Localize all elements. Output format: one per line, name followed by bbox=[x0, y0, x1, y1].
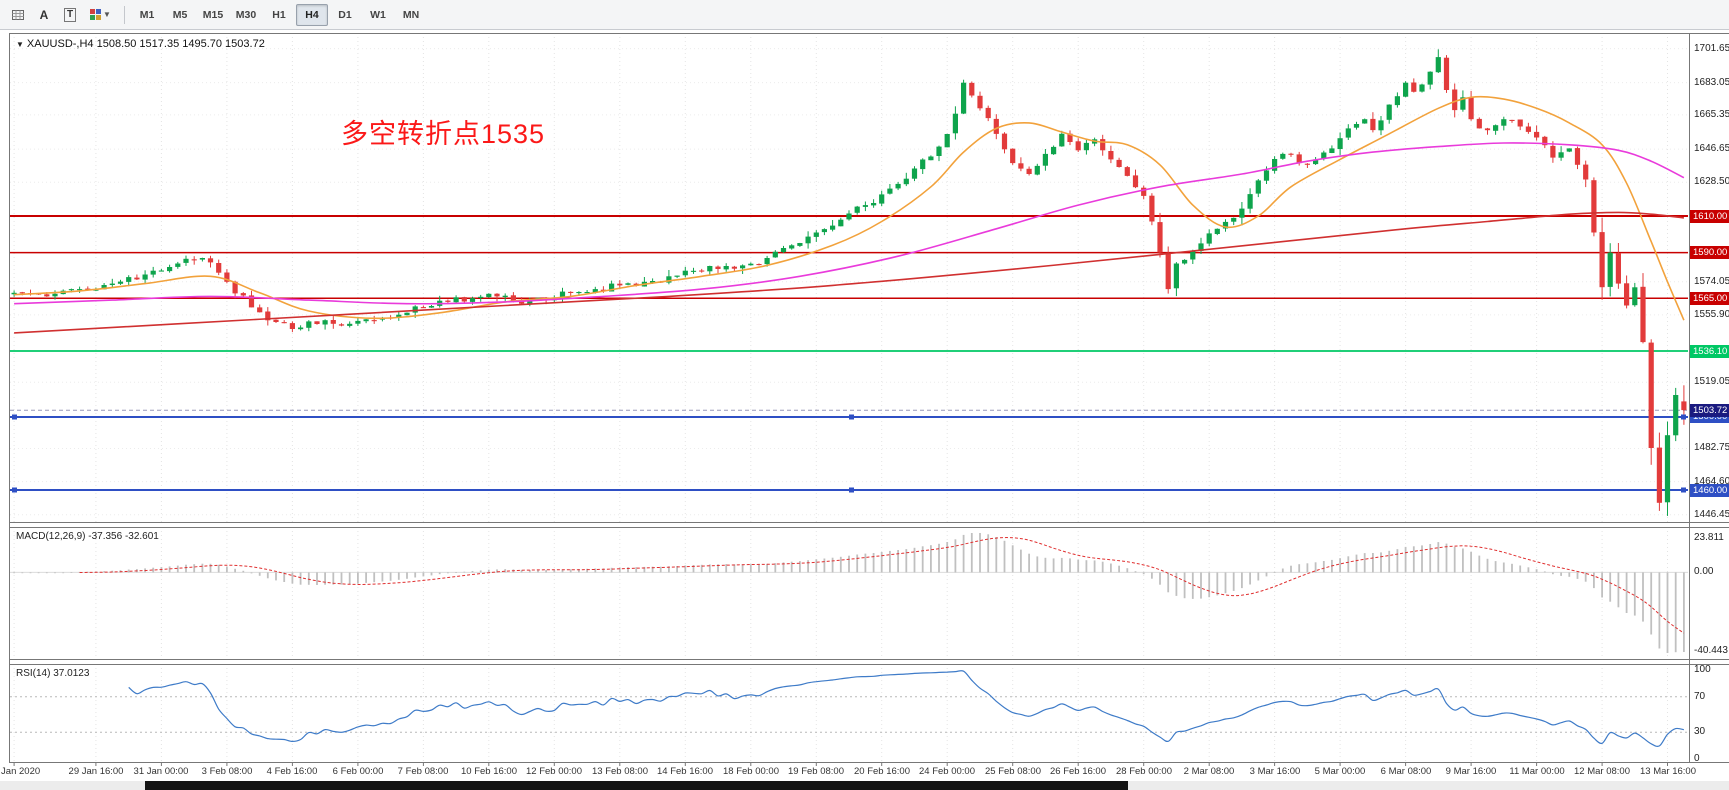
panel-frames bbox=[9, 33, 1729, 766]
toolbar-separator bbox=[124, 5, 125, 24]
candles-layer bbox=[11, 49, 1687, 516]
time-axis-label: 6 Feb 00:00 bbox=[332, 766, 384, 777]
timeframe-h1-button[interactable]: H1 bbox=[272, 8, 286, 21]
ma-mid-magenta bbox=[14, 142, 1685, 305]
time-axis-label: 10 Feb 16:00 bbox=[461, 766, 517, 777]
price-tick-label: 1665.35 bbox=[1694, 109, 1729, 120]
rsi-level-lines bbox=[10, 696, 1688, 733]
time-axis-label: 28 Feb 00:00 bbox=[1116, 766, 1172, 777]
hline-handles[interactable] bbox=[12, 414, 1686, 493]
time-axis-label: 9 Mar 16:00 bbox=[1445, 766, 1497, 777]
symbol-dropdown-icon[interactable]: ▼ bbox=[16, 40, 24, 49]
timeframe-d1-button[interactable]: D1 bbox=[338, 8, 352, 21]
time-axis-label: 14 Feb 16:00 bbox=[657, 766, 713, 777]
time-axis-label: 20 Feb 16:00 bbox=[854, 766, 910, 777]
timeframe-m5-button[interactable]: M5 bbox=[172, 8, 188, 21]
rsi-line bbox=[128, 670, 1685, 747]
price-tick-label: 1446.45 bbox=[1694, 509, 1729, 520]
time-axis-label: 7 Feb 08:00 bbox=[397, 766, 449, 777]
timeframe-w1-button[interactable]: W1 bbox=[370, 8, 386, 21]
shapes-palette-icon bbox=[90, 9, 102, 20]
time-axis-label: 31 Jan 00:00 bbox=[133, 766, 189, 777]
price-tick-label: 1519.05 bbox=[1694, 376, 1729, 387]
price-tick-label: 1646.65 bbox=[1694, 143, 1729, 154]
macd-header: MACD(12,26,9) -37.356 -32.601 bbox=[16, 531, 159, 542]
timeframe-m30-button[interactable]: M30 bbox=[235, 8, 257, 21]
symbol-ohlc-header: ▼ XAUUSD-,H4 1508.50 1517.35 1495.70 1503… bbox=[16, 38, 265, 50]
time-axis-label: 11 Mar 00:00 bbox=[1509, 766, 1565, 777]
macd-signal-line bbox=[79, 537, 1685, 634]
time-axis-label: 26 Feb 16:00 bbox=[1050, 766, 1106, 777]
chart-grid-icon bbox=[12, 9, 24, 20]
horizontal-scrollbar-thumb[interactable] bbox=[145, 781, 1128, 790]
rsi-axis-label: 30 bbox=[1694, 726, 1706, 737]
rsi-axis-label: 70 bbox=[1694, 691, 1706, 702]
time-axis-label: 3 Mar 16:00 bbox=[1249, 766, 1301, 777]
level-price-badge: 1565.00 bbox=[1690, 292, 1729, 305]
text-annotation-tool-label: A bbox=[39, 7, 49, 22]
symbol-ohlc-text: XAUUSD-,H4 1508.50 1517.35 1495.70 1503.… bbox=[26, 38, 265, 50]
macd-histogram bbox=[13, 533, 1685, 653]
price-tick-label: 1628.50 bbox=[1694, 176, 1729, 187]
horizontal-gridlines bbox=[10, 48, 1688, 516]
time-axis-label: 12 Feb 00:00 bbox=[526, 766, 582, 777]
price-tick-label: 1555.90 bbox=[1694, 309, 1729, 320]
time-axis-label: 4 Feb 16:00 bbox=[266, 766, 318, 777]
time-axis-label: 13 Feb 08:00 bbox=[592, 766, 648, 777]
price-tick-label: 1701.65 bbox=[1694, 43, 1729, 54]
time-axis-label: 19 Feb 08:00 bbox=[788, 766, 844, 777]
chart-text-annotation[interactable]: 多空转折点1535 bbox=[341, 119, 546, 149]
horizontal-level-lines[interactable] bbox=[10, 215, 1688, 491]
time-axis-label: 25 Feb 08:00 bbox=[985, 766, 1041, 777]
time-axis-label: 13 Mar 16:00 bbox=[1640, 766, 1696, 777]
vertical-gridlines bbox=[13, 33, 1668, 762]
level-price-badge: 1536.10 bbox=[1690, 345, 1729, 358]
macd-axis-label: -40.443 bbox=[1694, 645, 1728, 656]
level-price-badge: 1460.00 bbox=[1690, 484, 1729, 497]
time-axis-label: 29 Jan 16:00 bbox=[68, 766, 124, 777]
level-price-badge: 1590.00 bbox=[1690, 246, 1729, 259]
time-axis-label: 12 Mar 08:00 bbox=[1574, 766, 1630, 777]
rsi-axis-label: 100 bbox=[1694, 664, 1711, 675]
macd-axis-label: 0.00 bbox=[1694, 566, 1714, 577]
price-tick-label: 1574.05 bbox=[1694, 276, 1729, 287]
ma-fast-orange bbox=[14, 95, 1685, 321]
timeframe-m15-button[interactable]: M15 bbox=[202, 8, 224, 21]
time-axis-label: 24 Feb 00:00 bbox=[919, 766, 975, 777]
time-axis-label: 28 Jan 2020 bbox=[0, 766, 41, 777]
time-axis-label: 5 Mar 00:00 bbox=[1314, 766, 1366, 777]
time-axis-label: 6 Mar 08:00 bbox=[1380, 766, 1432, 777]
current-price-badge: 1503.72 bbox=[1690, 404, 1729, 417]
price-tick-label: 1482.75 bbox=[1694, 442, 1729, 453]
chart-objects-button[interactable] bbox=[6, 3, 30, 27]
timeframe-h4-button[interactable]: H4 bbox=[296, 3, 328, 26]
ma-slow-red bbox=[14, 211, 1684, 334]
timeframe-mn-button[interactable]: MN bbox=[402, 8, 420, 21]
rsi-axis-label: 0 bbox=[1694, 753, 1700, 764]
text-label-tool-button[interactable]: T bbox=[58, 3, 82, 27]
rsi-header: RSI(14) 37.0123 bbox=[16, 668, 90, 679]
timeframe-m1-button[interactable]: M1 bbox=[139, 8, 155, 21]
price-tick-label: 1683.05 bbox=[1694, 77, 1729, 88]
text-annotation-tool-button[interactable]: A bbox=[32, 3, 56, 27]
chevron-down-icon: ▼ bbox=[103, 10, 111, 19]
time-axis-label: 3 Feb 08:00 bbox=[201, 766, 253, 777]
timeframe-group: M1 M5 M15 M30 H1 H4 D1 W1 MN bbox=[131, 3, 428, 26]
time-axis-label: 2 Mar 08:00 bbox=[1183, 766, 1235, 777]
shapes-palette-button[interactable]: ▼ bbox=[84, 3, 116, 27]
text-label-tool-label: T bbox=[63, 7, 77, 22]
time-axis-label: 18 Feb 00:00 bbox=[723, 766, 779, 777]
macd-axis-label: 23.811 bbox=[1694, 532, 1724, 543]
chart-toolbar: A T ▼ M1 M5 M15 M30 H1 H4 D1 W1 MN bbox=[0, 0, 1729, 30]
level-price-badge: 1610.00 bbox=[1690, 210, 1729, 223]
price-tick-label: 1464.60 bbox=[1694, 476, 1729, 487]
